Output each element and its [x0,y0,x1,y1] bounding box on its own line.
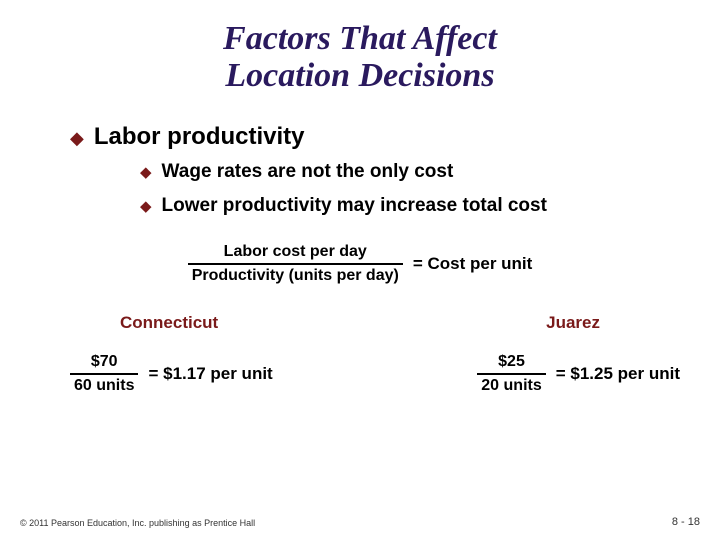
bullet-level-2: ◆ Lower productivity may increase total … [140,195,690,217]
lvl2a-text: Wage rates are not the only cost [162,161,454,183]
city-labels-row: Connecticut Juarez [30,313,690,333]
numerator: Labor cost per day [220,243,371,263]
fraction: Labor cost per day Productivity (units p… [188,243,403,285]
city-b-label: Juarez [546,313,600,333]
numerator: $70 [87,353,122,373]
main-formula: Labor cost per day Productivity (units p… [30,243,690,285]
calc-a-result: = $1.17 per unit [148,364,272,384]
title-line-1: Factors That Affect [223,20,497,57]
diamond-bullet-icon: ◆ [140,197,152,215]
calc-b: $25 20 units = $1.25 per unit [477,353,680,395]
diamond-bullet-icon: ◆ [140,163,152,181]
title-line-2: Location Decisions [225,57,494,94]
calc-a: $70 60 units = $1.17 per unit [70,353,273,395]
fraction: $25 20 units [477,353,545,395]
diamond-bullet-icon: ◆ [70,128,84,149]
denominator: 20 units [477,373,545,395]
bullet-level-1: ◆ Labor productivity [70,123,690,151]
lvl2b-text: Lower productivity may increase total co… [162,195,547,217]
formula-result: = Cost per unit [413,254,532,274]
lvl1-text: Labor productivity [94,123,305,151]
fraction: $70 60 units [70,353,138,395]
denominator: 60 units [70,373,138,395]
calc-b-result: = $1.25 per unit [556,364,680,384]
numerator: $25 [494,353,529,373]
city-a-label: Connecticut [120,313,218,333]
footer-copyright: © 2011 Pearson Education, Inc. publishin… [20,518,255,528]
footer-page-number: 8 - 18 [672,516,700,528]
bullet-level-2: ◆ Wage rates are not the only cost [140,161,690,183]
denominator: Productivity (units per day) [188,263,403,285]
slide-title: Factors That Affect Location Decisions [30,20,690,95]
calculations-row: $70 60 units = $1.17 per unit $25 20 uni… [30,353,690,395]
